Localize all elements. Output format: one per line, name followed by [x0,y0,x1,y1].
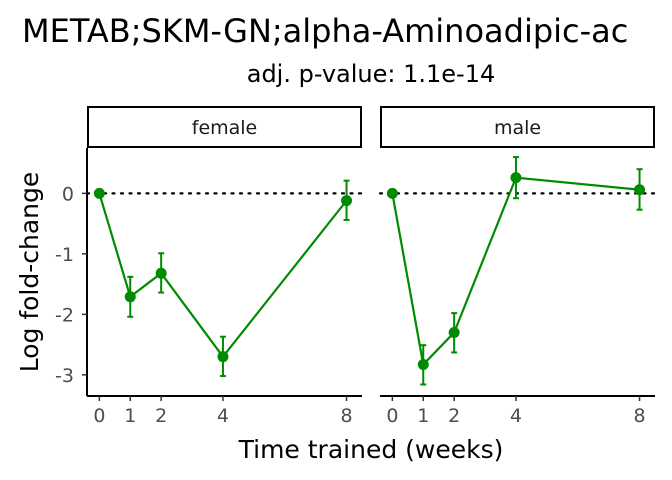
x-tick-label: 8 [634,405,646,427]
data-point [155,267,167,279]
facet-strip-label: female [192,117,258,139]
x-tick-label: 2 [155,405,167,427]
y-tick-label: -2 [55,304,74,326]
x-axis-label: Time trained (weeks) [238,435,504,464]
series-line [98,193,348,359]
y-tick-label: -3 [55,365,74,387]
x-tick-label: 4 [217,405,229,427]
x-tick-label: 8 [341,405,353,427]
data-point [386,187,398,199]
data-point [417,359,429,371]
data-point [510,172,522,184]
x-tick-label: 0 [93,405,105,427]
facet-strip-label: male [494,117,541,139]
chart-title: METAB;SKM-GN;alpha-Aminoadipic-ac [22,12,628,50]
data-point [448,326,460,338]
data-point [93,187,105,199]
data-point [341,195,353,207]
series-line [391,176,640,367]
facet-panel-1: male 0 1 2 4 8 [378,106,657,427]
y-tick-label: 0 [62,183,74,205]
x-tick-label: 4 [510,405,522,427]
x-tick-label: 1 [417,405,429,427]
x-tick-label: 2 [448,405,460,427]
data-point [217,351,229,363]
facet-strip [87,106,362,148]
chart-subtitle: adj. p-value: 1.1e-14 [247,60,496,88]
facet-strip [380,106,655,148]
y-axis-label: Log fold-change [15,172,44,373]
x-tick-label: 1 [124,405,136,427]
y-tick-label: -1 [55,244,74,266]
data-point [124,291,136,303]
x-tick-label: 0 [386,405,398,427]
data-point [634,184,646,196]
